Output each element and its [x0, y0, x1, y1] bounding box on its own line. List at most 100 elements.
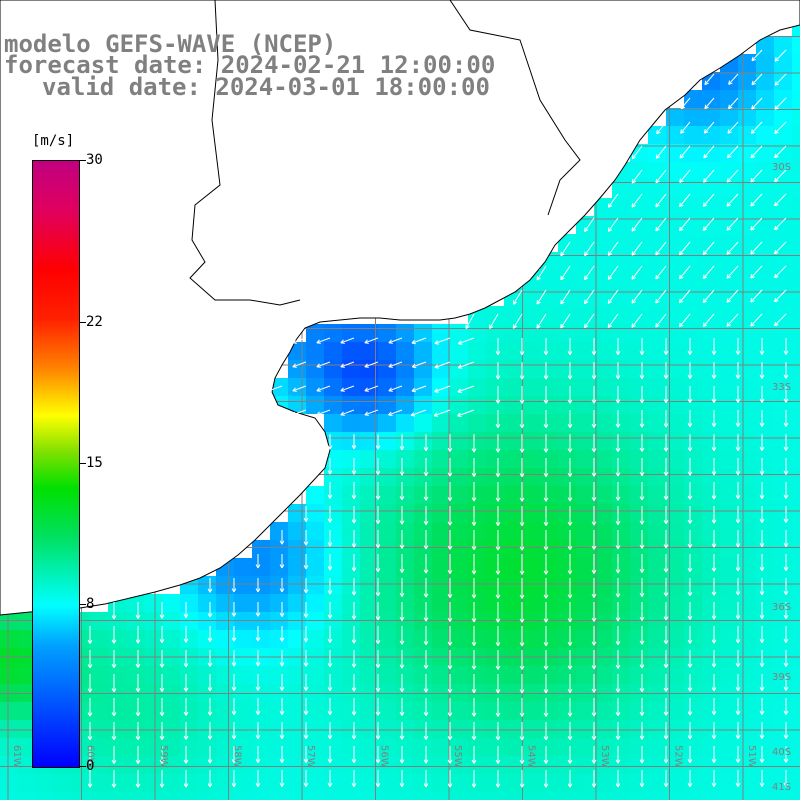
- wind-arrow: [774, 169, 787, 183]
- wind-cell: [468, 414, 486, 432]
- wind-arrow: [135, 602, 141, 620]
- wind-arrow: [471, 722, 477, 741]
- wind-cell: [648, 540, 666, 558]
- wind-cell: [486, 378, 504, 396]
- wind-cell: [594, 558, 612, 576]
- wind-cell: [756, 576, 774, 594]
- wind-cell: [720, 198, 738, 216]
- wind-cell: [612, 792, 630, 800]
- wind-arrow: [207, 674, 213, 692]
- wind-cell: [342, 504, 360, 522]
- wind-cell: [432, 414, 450, 432]
- wind-arrow: [735, 554, 741, 572]
- wind-cell: [0, 792, 18, 800]
- longitude-label: 53W: [599, 745, 610, 768]
- wind-cell: [630, 630, 648, 648]
- wind-cell: [666, 522, 684, 540]
- wind-arrow: [159, 722, 165, 741]
- wind-cell: [612, 720, 630, 738]
- wind-arrow: [735, 410, 741, 427]
- wind-cell: [270, 774, 288, 792]
- wind-cell: [540, 576, 558, 594]
- wind-cell: [504, 414, 522, 432]
- wind-cell: [324, 666, 342, 684]
- longitude-label: 56W: [379, 745, 390, 768]
- wind-arrow: [519, 386, 525, 404]
- wind-arrow: [607, 289, 619, 304]
- wind-cell: [540, 432, 558, 450]
- wind-cell: [612, 738, 630, 756]
- wind-cell: [378, 522, 396, 540]
- wind-cell: [270, 738, 288, 756]
- wind-arrow: [711, 482, 717, 500]
- wind-cell: [792, 666, 800, 684]
- wind-cell: [756, 144, 774, 162]
- wind-arrow: [543, 770, 549, 788]
- wind-arrow: [750, 313, 763, 327]
- wind-cell: [198, 630, 216, 648]
- wind-arrow: [543, 506, 549, 527]
- wind-cell: [792, 756, 800, 774]
- wind-arrow: [711, 458, 717, 476]
- wind-cell: [792, 378, 800, 396]
- wind-cell: [504, 702, 522, 720]
- wind-cell: [684, 432, 702, 450]
- wind-cell: [126, 702, 144, 720]
- wind-cell: [522, 450, 540, 468]
- wind-cell: [162, 756, 180, 774]
- wind-cell: [738, 540, 756, 558]
- wind-cell: [450, 720, 468, 738]
- wind-cell: [540, 774, 558, 792]
- wind-cell: [774, 360, 792, 378]
- wind-cell: [630, 360, 648, 378]
- wind-arrow: [135, 722, 141, 741]
- wind-cell: [342, 432, 360, 450]
- wind-arrow: [663, 578, 669, 597]
- wind-arrow: [519, 458, 525, 478]
- wind-arrow: [135, 770, 141, 788]
- wind-cell: [432, 342, 450, 360]
- wind-cell: [756, 666, 774, 684]
- wind-cell: [450, 396, 468, 414]
- wind-cell: [234, 720, 252, 738]
- wind-cell: [378, 450, 396, 468]
- wind-arrow: [726, 265, 739, 279]
- wind-arrow: [399, 458, 405, 476]
- wind-cell: [702, 288, 720, 306]
- wind-cell: [612, 468, 630, 486]
- longitude-label: 54W: [526, 745, 537, 768]
- wind-cell: [360, 432, 378, 450]
- wind-arrow: [711, 770, 717, 787]
- wind-cell: [396, 486, 414, 504]
- wind-cell: [792, 360, 800, 378]
- wind-arrow: [375, 626, 381, 645]
- wind-cell: [594, 666, 612, 684]
- wind-arrow: [783, 554, 789, 571]
- wind-cell: [648, 702, 666, 720]
- wind-arrow: [615, 386, 621, 404]
- wind-arrow: [434, 385, 451, 393]
- wind-arrow: [615, 674, 621, 693]
- wind-arrow: [207, 578, 213, 593]
- wind-arrow: [471, 530, 477, 551]
- wind-cell: [396, 576, 414, 594]
- wind-arrow: [591, 722, 597, 740]
- wind-cell: [792, 522, 800, 540]
- wind-cell: [630, 396, 648, 414]
- wind-arrow: [591, 698, 597, 717]
- wind-cell: [576, 540, 594, 558]
- wind-cell: [792, 540, 800, 558]
- wind-cell: [666, 450, 684, 468]
- wind-arrow: [607, 217, 619, 232]
- wind-cell: [180, 720, 198, 738]
- wind-arrow: [560, 313, 571, 329]
- wind-cell: [198, 720, 216, 738]
- wind-cell: [450, 468, 468, 486]
- wind-cell: [756, 36, 774, 54]
- wind-cell: [288, 666, 306, 684]
- wind-cell: [468, 666, 486, 684]
- wind-arrow: [543, 698, 549, 717]
- wind-cell: [216, 702, 234, 720]
- wind-cell: [720, 234, 738, 252]
- wind-cell: [36, 774, 54, 792]
